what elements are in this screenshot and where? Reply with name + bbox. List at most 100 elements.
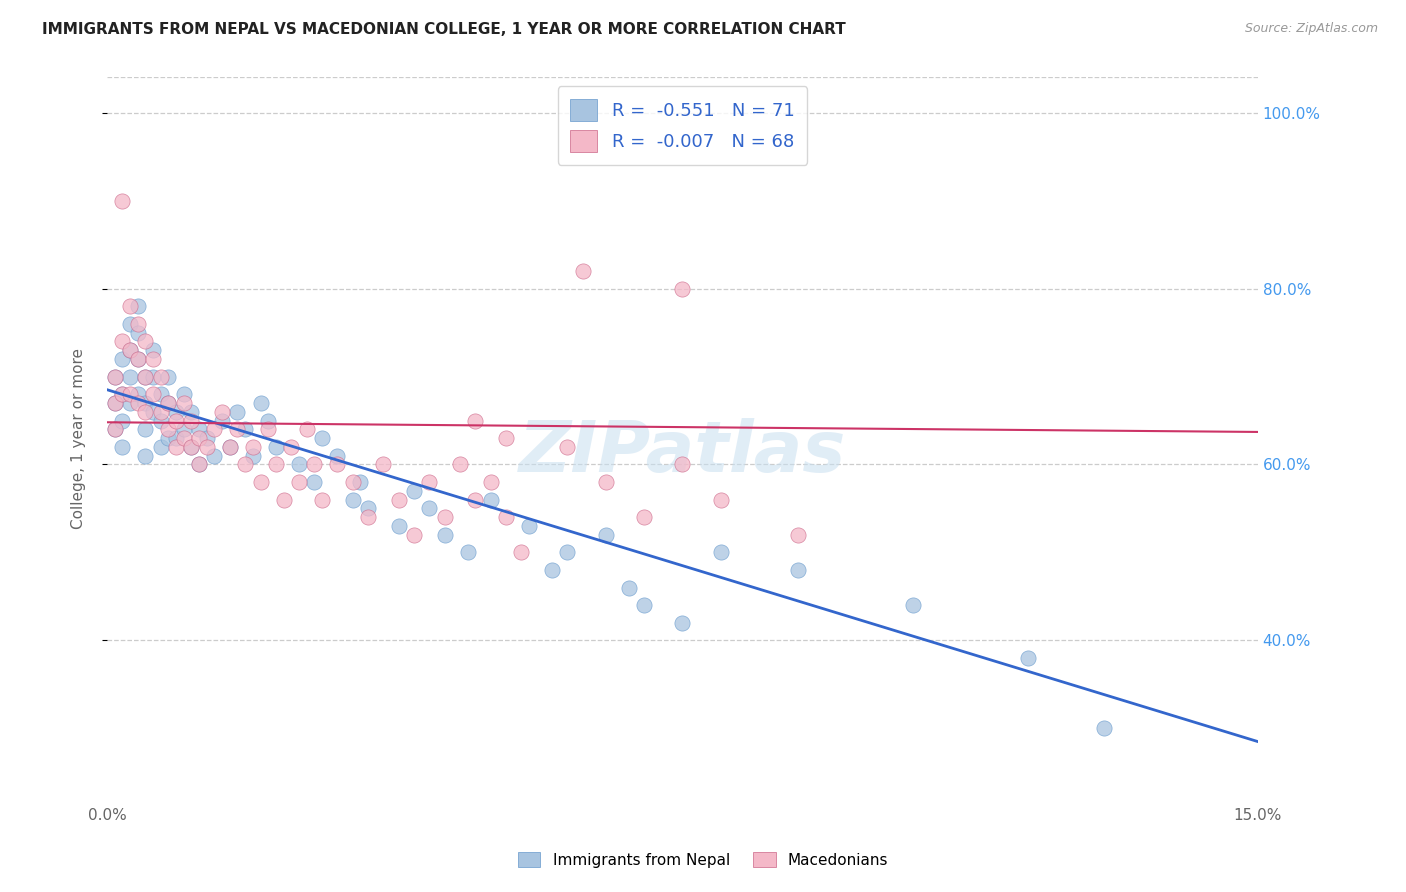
Point: [595, 528, 617, 542]
Point: [786, 563, 808, 577]
Point: [671, 281, 693, 295]
Point: [173, 396, 195, 410]
Point: [173, 431, 195, 445]
Point: [134, 396, 156, 410]
Point: [188, 422, 211, 436]
Point: [633, 510, 655, 524]
Point: [373, 458, 395, 472]
Point: [149, 405, 172, 419]
Point: [211, 405, 233, 419]
Legend: Immigrants from Nepal, Macedonians: Immigrants from Nepal, Macedonians: [510, 844, 896, 875]
Point: [249, 396, 271, 410]
Point: [233, 422, 256, 436]
Point: [479, 475, 502, 489]
Point: [104, 369, 127, 384]
Point: [418, 475, 440, 489]
Point: [288, 475, 311, 489]
Point: [111, 194, 134, 208]
Point: [326, 458, 349, 472]
Point: [595, 475, 617, 489]
Point: [142, 351, 165, 366]
Point: [249, 475, 271, 489]
Point: [157, 369, 180, 384]
Point: [120, 317, 142, 331]
Point: [218, 440, 240, 454]
Point: [111, 413, 134, 427]
Point: [149, 369, 172, 384]
Point: [134, 449, 156, 463]
Point: [242, 449, 264, 463]
Point: [557, 440, 579, 454]
Point: [495, 510, 517, 524]
Point: [342, 492, 364, 507]
Point: [111, 387, 134, 401]
Point: [517, 519, 540, 533]
Point: [180, 413, 202, 427]
Point: [127, 396, 149, 410]
Point: [418, 501, 440, 516]
Point: [188, 458, 211, 472]
Point: [142, 387, 165, 401]
Point: [120, 343, 142, 358]
Point: [226, 405, 249, 419]
Point: [387, 492, 409, 507]
Point: [180, 440, 202, 454]
Point: [180, 405, 202, 419]
Point: [457, 545, 479, 559]
Point: [120, 343, 142, 358]
Point: [165, 405, 187, 419]
Point: [671, 615, 693, 630]
Point: [433, 528, 456, 542]
Point: [671, 458, 693, 472]
Point: [180, 440, 202, 454]
Point: [173, 387, 195, 401]
Point: [157, 422, 180, 436]
Point: [633, 599, 655, 613]
Point: [257, 422, 280, 436]
Point: [204, 422, 226, 436]
Point: [264, 440, 287, 454]
Point: [149, 387, 172, 401]
Point: [433, 510, 456, 524]
Point: [188, 458, 211, 472]
Point: [111, 387, 134, 401]
Point: [120, 299, 142, 313]
Point: [233, 458, 256, 472]
Point: [134, 422, 156, 436]
Point: [127, 317, 149, 331]
Point: [134, 369, 156, 384]
Point: [165, 431, 187, 445]
Point: [302, 475, 325, 489]
Point: [495, 431, 517, 445]
Point: [710, 545, 733, 559]
Point: [104, 369, 127, 384]
Text: IMMIGRANTS FROM NEPAL VS MACEDONIAN COLLEGE, 1 YEAR OR MORE CORRELATION CHART: IMMIGRANTS FROM NEPAL VS MACEDONIAN COLL…: [42, 22, 846, 37]
Point: [104, 422, 127, 436]
Text: Source: ZipAtlas.com: Source: ZipAtlas.com: [1244, 22, 1378, 36]
Point: [302, 458, 325, 472]
Point: [387, 519, 409, 533]
Point: [218, 440, 240, 454]
Text: ZIPatlas: ZIPatlas: [519, 418, 846, 487]
Point: [188, 431, 211, 445]
Point: [195, 440, 218, 454]
Point: [257, 413, 280, 427]
Point: [571, 264, 593, 278]
Point: [464, 413, 486, 427]
Point: [1092, 722, 1115, 736]
Point: [127, 299, 149, 313]
Point: [173, 422, 195, 436]
Point: [127, 326, 149, 340]
Point: [311, 492, 333, 507]
Point: [111, 334, 134, 349]
Point: [104, 422, 127, 436]
Point: [111, 440, 134, 454]
Point: [195, 431, 218, 445]
Point: [127, 351, 149, 366]
Point: [541, 563, 564, 577]
Point: [1017, 651, 1039, 665]
Point: [204, 449, 226, 463]
Point: [120, 387, 142, 401]
Point: [326, 449, 349, 463]
Point: [449, 458, 471, 472]
